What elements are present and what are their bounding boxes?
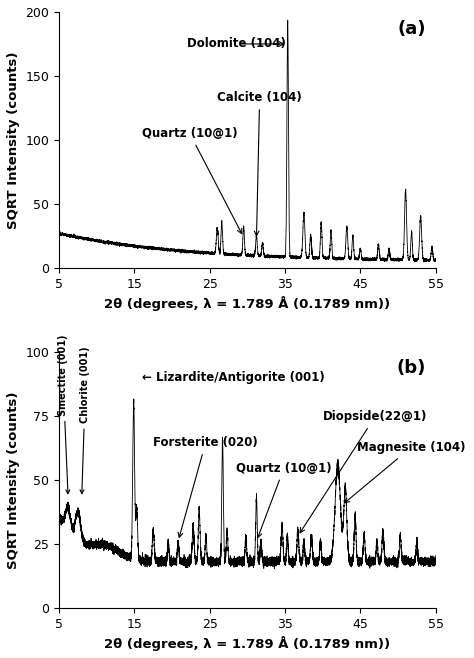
Text: Calcite (104): Calcite (104) bbox=[217, 91, 302, 236]
Text: Magnesite (104): Magnesite (104) bbox=[345, 441, 465, 503]
Text: Chlorite (001): Chlorite (001) bbox=[80, 347, 91, 494]
X-axis label: 2θ (degrees, λ = 1.789 Å (0.1789 nm)): 2θ (degrees, λ = 1.789 Å (0.1789 nm)) bbox=[104, 296, 391, 311]
Text: Quartz (10@1): Quartz (10@1) bbox=[236, 462, 332, 538]
Text: (b): (b) bbox=[397, 359, 426, 378]
Text: Quartz (10@1): Quartz (10@1) bbox=[142, 127, 242, 234]
Text: ← Lizardite/Antigorite (001): ← Lizardite/Antigorite (001) bbox=[142, 371, 325, 384]
Text: Dolomite (104): Dolomite (104) bbox=[187, 38, 286, 51]
Text: Forsterite (020): Forsterite (020) bbox=[153, 436, 258, 538]
Text: (a): (a) bbox=[398, 20, 426, 38]
Y-axis label: SQRT Intensity (counts): SQRT Intensity (counts) bbox=[7, 391, 20, 569]
Y-axis label: SQRT Intensity (counts): SQRT Intensity (counts) bbox=[7, 51, 20, 229]
Text: Smectite (001): Smectite (001) bbox=[58, 334, 70, 494]
Text: Diopside(22@1): Diopside(22@1) bbox=[300, 411, 427, 533]
X-axis label: 2θ (degrees, λ = 1.789 Å (0.1789 nm)): 2θ (degrees, λ = 1.789 Å (0.1789 nm)) bbox=[104, 636, 391, 651]
